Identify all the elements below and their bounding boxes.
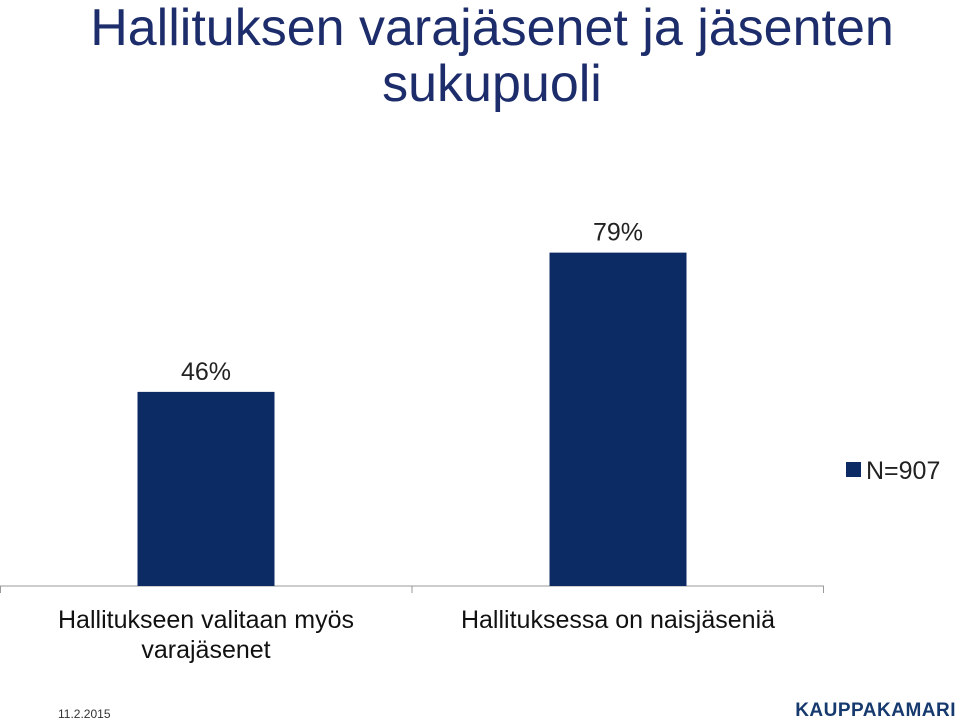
- legend: N=907: [846, 457, 940, 485]
- footer-date: 11.2.2015: [58, 707, 111, 721]
- bar: [137, 391, 275, 586]
- legend-swatch: [846, 462, 861, 477]
- category-label: Hallitukseen valitaan myös varajäsenet: [58, 606, 354, 664]
- category-labels: Hallitukseen valitaan myös varajäsenet Hal…: [58, 606, 775, 664]
- bar: [549, 252, 687, 586]
- legend-label: N=907: [866, 457, 940, 485]
- data-label: 79%: [593, 219, 643, 247]
- bars: [137, 252, 687, 586]
- data-labels: 46% 79%: [181, 219, 643, 386]
- data-label: 46%: [181, 358, 231, 386]
- x-axis: [0, 585, 824, 593]
- slide-title: Hallituksen varajäsenet ja jäsenten suku…: [90, 0, 894, 113]
- category-label: Hallituksessa on naisjäseniä: [461, 606, 775, 634]
- kauppakamari-logo: KAUPPAKAMARI: [795, 700, 956, 721]
